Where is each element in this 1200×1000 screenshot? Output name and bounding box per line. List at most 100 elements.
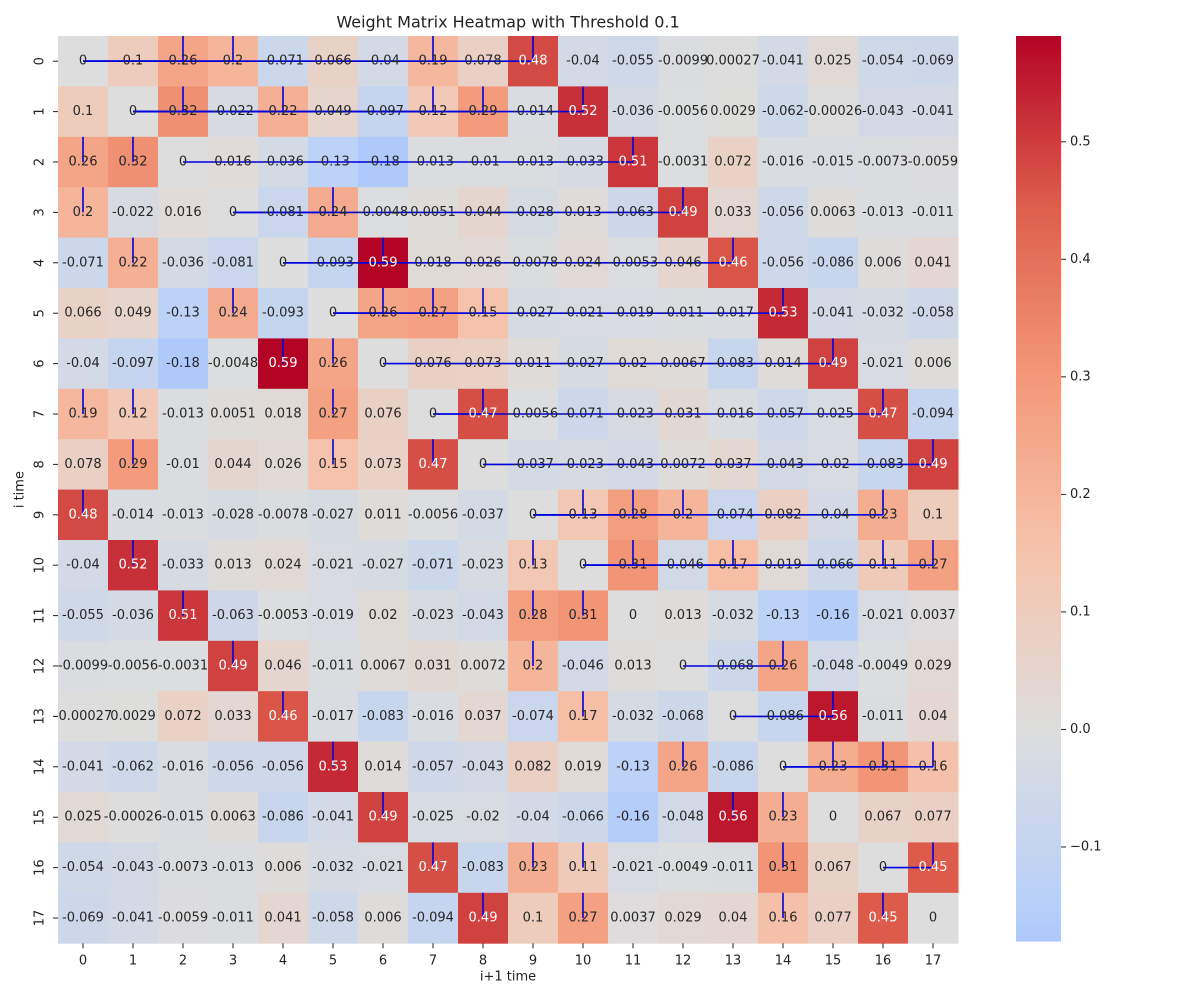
heatmap-cell: [158, 439, 209, 491]
colorbar-segment: [1016, 81, 1061, 87]
cell-value-label: 0: [529, 507, 537, 522]
cell-value-label: -0.0031: [658, 155, 708, 170]
cell-value-label: -0.028: [212, 507, 254, 522]
colorbar-segment: [1016, 692, 1061, 698]
cell-value-label: -0.0078: [508, 255, 558, 270]
cell-value-label: -0.066: [562, 810, 604, 825]
cell-value-label: -0.016: [712, 407, 754, 422]
y-tick-label: 9: [33, 511, 48, 519]
cell-value-label: 0: [279, 255, 287, 270]
cell-value-label: 0.2: [223, 54, 244, 69]
cell-value-label: 0.046: [664, 255, 701, 270]
cell-value-label: -0.0056: [108, 659, 158, 674]
cell-value-label: 0.32: [119, 155, 148, 170]
heatmap-cell: [658, 691, 709, 743]
cell-value-label: 0.56: [819, 709, 848, 724]
colorbar-segment: [1016, 226, 1061, 232]
cell-value-label: 0.044: [214, 457, 251, 472]
cell-value-label: -0.083: [712, 356, 754, 371]
cell-value-label: 0.011: [364, 507, 401, 522]
cell-value-label: -0.068: [662, 709, 704, 724]
colorbar-segment: [1016, 488, 1061, 494]
cell-value-label: -0.021: [862, 356, 904, 371]
colorbar-tick-label: 0.5: [1070, 134, 1091, 149]
cell-value-label: 0.22: [269, 104, 298, 119]
colorbar-segment: [1016, 750, 1061, 757]
heatmap-cell: [808, 136, 859, 188]
cell-value-label: -0.083: [462, 860, 504, 875]
cell-value-label: -0.013: [412, 155, 454, 170]
cell-value-label: 0.26: [69, 155, 98, 170]
cell-value-label: 0.48: [519, 54, 548, 69]
colorbar-segment: [1016, 931, 1061, 938]
y-tick-label: 3: [33, 208, 48, 216]
cell-value-label: 0.56: [719, 810, 748, 825]
colorbar-segment: [1016, 375, 1061, 381]
colorbar-segment: [1016, 479, 1061, 485]
cell-value-label: -0.011: [312, 659, 354, 674]
heatmap-cell: [358, 892, 409, 944]
colorbar-segment: [1016, 583, 1061, 589]
heatmap-cell: [58, 640, 109, 692]
heatmap-cell: [758, 136, 809, 188]
cell-value-label: 0.27: [569, 911, 598, 926]
colorbar-segment: [1016, 664, 1061, 671]
cell-value-label: -0.069: [62, 911, 104, 926]
colorbar-segment: [1016, 520, 1061, 526]
heatmap-cell: [858, 187, 909, 239]
cell-value-label: 0.014: [364, 759, 401, 774]
colorbar-segment: [1016, 841, 1061, 847]
colorbar-segment: [1016, 678, 1061, 684]
cell-value-label: -0.0053: [608, 255, 658, 270]
cell-value-label: 0.013: [564, 205, 601, 220]
cell-value-label: 0: [179, 155, 187, 170]
x-axis-title: i+1 time: [480, 970, 536, 985]
cell-value-label: 0.016: [214, 155, 251, 170]
colorbar-segment: [1016, 909, 1061, 915]
cell-value-label: 0.29: [469, 104, 498, 119]
heatmap-cell: [408, 741, 459, 793]
cell-value-label: -0.054: [62, 860, 104, 875]
cell-value-label: -0.0073: [858, 155, 908, 170]
heatmap-cell: [908, 338, 959, 390]
cell-value-label: 0.46: [719, 255, 748, 270]
colorbar-segment: [1016, 90, 1061, 96]
cell-value-label: 0.078: [64, 457, 101, 472]
heatmap-cell: [608, 842, 659, 894]
x-tick-label: 10: [575, 954, 592, 969]
colorbar-segment: [1016, 787, 1061, 793]
cell-value-label: 0.1: [523, 911, 544, 926]
heatmap-cell: [458, 741, 509, 793]
cell-value-label: 0.19: [69, 407, 98, 422]
heatmap-cell: [858, 237, 909, 289]
cell-value-label: -0.032: [312, 860, 354, 875]
heatmap-cell: [158, 288, 209, 339]
cell-value-label: 0.11: [569, 860, 598, 875]
colorbar-segment: [1016, 321, 1061, 327]
cell-value-label: -0.083: [362, 709, 404, 724]
heatmap-cell: [358, 590, 409, 642]
colorbar-segment: [1016, 818, 1061, 824]
cell-value-label: 0.033: [714, 205, 751, 220]
cell-value-label: -0.022: [212, 104, 254, 119]
cell-value-label: 0.04: [719, 911, 748, 926]
cell-value-label: -0.058: [912, 306, 954, 321]
heatmap-cell: [808, 590, 859, 642]
heatmap-cell: [908, 86, 959, 138]
x-tick-label: 8: [479, 954, 487, 969]
heatmap-cell: [358, 388, 409, 440]
cell-value-label: 0.47: [419, 860, 448, 875]
cell-value-label: -0.04: [366, 54, 400, 69]
heatmap-cell: [758, 36, 809, 87]
cell-value-label: 0.011: [514, 356, 551, 371]
colorbar-segment: [1016, 293, 1061, 300]
heatmap-cell: [108, 842, 159, 894]
cell-value-label: 0.52: [569, 104, 598, 119]
cell-value-label: 0.031: [664, 407, 701, 422]
cell-value-label: -0.033: [562, 155, 604, 170]
heatmap-cell: [708, 86, 759, 138]
colorbar-segment: [1016, 126, 1061, 132]
colorbar-segment: [1016, 434, 1061, 440]
cell-value-label: 0.24: [319, 205, 348, 220]
cell-value-label: 0.47: [419, 457, 448, 472]
